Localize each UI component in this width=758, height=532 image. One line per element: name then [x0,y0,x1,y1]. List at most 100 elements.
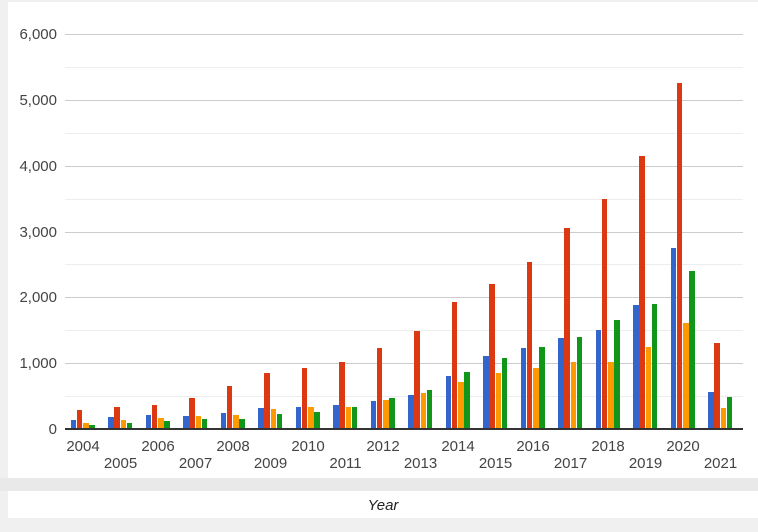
bar-series-green-2018[interactable] [614,319,620,429]
bar-series-green-2015[interactable] [501,358,508,429]
bar-series-red-2007[interactable] [189,398,195,429]
major-gridline [65,34,743,35]
bar-series-red-2009[interactable] [264,373,270,429]
x-tick-label-2018: 2018 [591,438,625,455]
x-tick-label-2017: 2017 [553,455,588,472]
major-gridline [65,231,743,233]
bar-series-orange-2010[interactable] [308,407,314,429]
bar-series-orange-2005[interactable] [120,420,127,429]
bar-series-blue-2005[interactable] [108,416,114,429]
bar-series-blue-2011[interactable] [333,404,339,429]
bar-series-green-2019[interactable] [651,303,658,429]
major-gridline [65,165,743,167]
bar-series-green-2013[interactable] [426,389,433,429]
bar-series-red-2017[interactable] [564,227,570,429]
x-tick-label-2011: 2011 [329,455,362,472]
bar-series-orange-2018[interactable] [608,362,614,429]
bar-series-red-2013[interactable] [414,330,420,429]
bar-series-blue-2016[interactable] [520,348,527,429]
bar-series-green-2010[interactable] [314,411,320,429]
bar-series-orange-2017[interactable] [570,361,577,429]
bar-series-green-2016[interactable] [539,346,545,429]
major-gridline [65,297,743,299]
bar-series-red-2016[interactable] [526,262,533,429]
bar-series-green-2011[interactable] [351,406,358,429]
bar-series-blue-2008[interactable] [220,412,227,429]
bar-series-blue-2010[interactable] [295,406,302,429]
bar-series-orange-2006[interactable] [158,418,164,429]
bar-series-red-2020[interactable] [676,82,683,429]
minor-gridline [65,132,743,134]
bar-series-red-2015[interactable] [489,284,495,429]
x-tick-label-2007: 2007 [178,455,213,472]
bar-series-blue-2004[interactable] [70,420,77,429]
x-tick-label-2005: 2005 [103,455,138,472]
bar-series-blue-2015[interactable] [483,355,489,429]
bar-series-orange-2013[interactable] [420,392,427,429]
bar-series-orange-2016[interactable] [533,368,539,429]
minor-gridline [65,330,743,332]
y-tick-label-2000: 2,000 [19,289,57,307]
bar-series-blue-2012[interactable] [370,400,377,429]
x-axis-baseline [65,428,743,430]
bar-series-red-2010[interactable] [301,367,308,429]
bar-series-green-2012[interactable] [389,398,395,429]
bar-series-orange-2019[interactable] [645,346,652,429]
bar-series-orange-2009[interactable] [270,409,277,429]
bar-series-orange-2007[interactable] [195,416,202,429]
bar-series-orange-2015[interactable] [495,373,502,429]
bar-series-orange-2008[interactable] [233,414,239,429]
bar-series-orange-2014[interactable] [458,382,464,429]
x-tick-label-2016: 2016 [516,438,550,455]
bar-series-red-2012[interactable] [376,348,383,429]
axis-title-strip: Year [8,491,758,518]
bar-series-orange-2011[interactable] [345,406,352,429]
x-axis-title: Year [367,497,399,514]
y-tick-label-4000: 4,000 [19,157,57,175]
bar-series-green-2021[interactable] [726,396,733,429]
bar-series-orange-2012[interactable] [383,400,389,429]
bar-series-blue-2017[interactable] [558,338,564,429]
bar-series-blue-2018[interactable] [595,329,602,429]
bar-series-red-2021[interactable] [714,343,720,429]
bar-series-red-2008[interactable] [226,386,233,429]
bar-series-red-2005[interactable] [114,406,120,429]
bar-series-blue-2020[interactable] [670,247,677,429]
bar-series-red-2018[interactable] [601,199,608,429]
bar-series-green-2006[interactable] [164,421,170,429]
bar-series-blue-2013[interactable] [408,395,414,429]
bar-series-blue-2006[interactable] [145,414,152,429]
bar-series-red-2011[interactable] [339,361,345,429]
chart-card: 0 1,000 2,000 3,000 4,000 5,000 6,000 2004 2005… [8,2,758,478]
minor-gridline [65,66,743,68]
y-tick-label-6000: 6,000 [19,26,57,43]
x-tick-label-2010: 2010 [291,438,325,455]
y-tick-label-1000: 1,000 [19,355,57,373]
bar-series-orange-2020[interactable] [683,323,689,429]
bar-series-red-2014[interactable] [451,301,458,429]
bar-series-red-2006[interactable] [151,404,158,429]
bar-series-blue-2014[interactable] [445,376,452,429]
bar-series-blue-2009[interactable] [258,408,264,429]
bar-series-green-2007[interactable] [201,419,208,429]
bar-series-green-2017[interactable] [576,336,583,429]
bar-series-green-2020[interactable] [689,271,695,429]
bar-series-green-2008[interactable] [239,419,245,429]
bar-series-green-2009[interactable] [276,414,283,429]
x-tick-label-2008: 2008 [216,438,250,455]
x-tick-label-2013: 2013 [403,455,438,472]
bar-series-green-2004[interactable] [89,425,95,429]
bar-series-green-2014[interactable] [464,372,470,429]
minor-gridline [65,396,743,398]
bar-series-orange-2021[interactable] [720,407,727,429]
bar-series-red-2004[interactable] [76,409,83,429]
bar-series-green-2005[interactable] [126,423,133,429]
minor-gridline [65,198,743,200]
bar-series-blue-2021[interactable] [708,392,714,429]
x-tick-label-2012: 2012 [366,438,400,455]
bar-series-blue-2007[interactable] [183,415,189,429]
bar-series-red-2019[interactable] [639,156,645,429]
bar-series-blue-2019[interactable] [633,305,639,429]
bar-series-orange-2004[interactable] [83,422,89,429]
plot-area [65,34,743,430]
